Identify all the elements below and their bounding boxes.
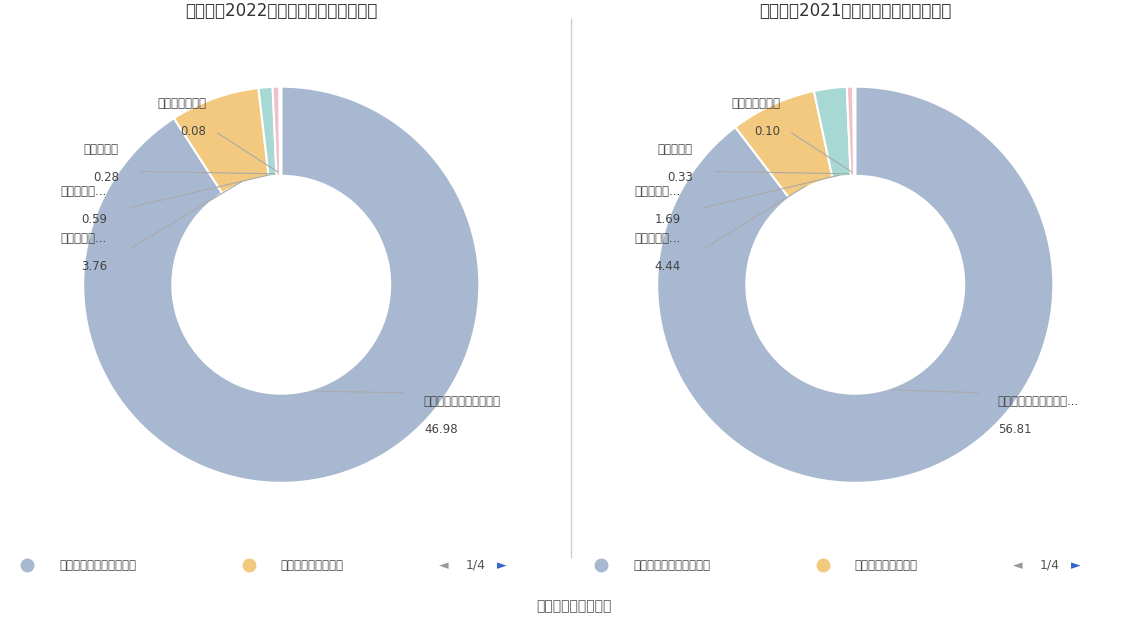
Text: 0.59: 0.59 [82,197,107,225]
Wedge shape [736,91,832,198]
Wedge shape [83,87,480,483]
Text: 电子元器件产品（分销...: 电子元器件产品（分销... [998,394,1079,407]
Text: ◄: ◄ [1014,559,1023,572]
Text: ◄: ◄ [440,559,449,572]
Text: 电子元器件产品（分销）: 电子元器件产品（分销） [59,559,135,572]
Text: 生活电器智...: 生活电器智... [635,184,681,197]
Text: 数据来源：恒生聚源: 数据来源：恒生聚源 [536,599,612,613]
Text: 电子元器件...: 电子元器件... [635,232,681,245]
Text: 0.08: 0.08 [180,110,205,139]
Wedge shape [279,87,281,176]
Wedge shape [657,87,1054,483]
Text: 0.33: 0.33 [667,156,693,184]
Text: 1.69: 1.69 [654,197,681,225]
Text: 3.76: 3.76 [80,245,107,273]
Wedge shape [814,87,851,178]
Text: 物联网产品: 物联网产品 [84,143,119,156]
Text: 电子元器件产品（分销）: 电子元器件产品（分销） [633,559,709,572]
Text: 46.98: 46.98 [424,407,458,436]
Text: 软件销售及维护: 软件销售及维护 [157,97,205,110]
Text: 4.44: 4.44 [654,245,681,273]
Title: 英唐智控2021年营业收入构成（亿元）: 英唐智控2021年营业收入构成（亿元） [759,2,952,20]
Text: 物联网产品: 物联网产品 [658,143,693,156]
Text: 电子元器件产品（制: 电子元器件产品（制 [855,559,917,572]
Wedge shape [847,87,854,176]
Title: 英唐智控2022年营业收入构成（亿元）: 英唐智控2022年营业收入构成（亿元） [185,2,378,20]
Text: ►: ► [1071,559,1081,572]
Text: 电子元器件产品（分销）: 电子元器件产品（分销） [424,394,501,407]
Text: 1/4: 1/4 [1040,559,1060,572]
Text: 电子元器件产品（制: 电子元器件产品（制 [281,559,343,572]
Text: 1/4: 1/4 [466,559,486,572]
Wedge shape [853,87,855,176]
Text: 0.10: 0.10 [754,110,779,139]
Text: 0.28: 0.28 [93,156,119,184]
Text: 软件销售及维护: 软件销售及维护 [731,97,779,110]
Wedge shape [258,87,277,176]
Wedge shape [174,88,269,193]
Text: 生活电器智...: 生活电器智... [61,184,107,197]
Text: 56.81: 56.81 [998,407,1031,436]
Text: 电子元器件...: 电子元器件... [61,232,107,245]
Text: ►: ► [497,559,507,572]
Wedge shape [272,87,280,176]
